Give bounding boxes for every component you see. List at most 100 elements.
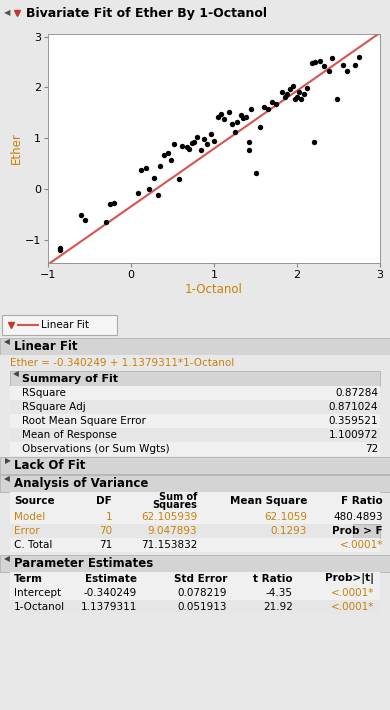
Point bbox=[301, 88, 307, 99]
Point bbox=[201, 133, 207, 145]
Point bbox=[78, 209, 84, 220]
Point bbox=[143, 162, 149, 173]
Text: <.0001*: <.0001* bbox=[331, 602, 374, 612]
Text: Prob>|t|: Prob>|t| bbox=[325, 574, 374, 584]
Point bbox=[298, 93, 304, 104]
Point bbox=[248, 103, 254, 114]
Text: 72: 72 bbox=[365, 444, 378, 454]
Text: Root Mean Square Error: Root Mean Square Error bbox=[22, 416, 146, 426]
Point bbox=[329, 53, 335, 64]
Text: -4.35: -4.35 bbox=[266, 588, 293, 598]
Point bbox=[165, 147, 171, 158]
Bar bbox=[0, 555, 390, 572]
Point bbox=[107, 199, 113, 210]
Point bbox=[82, 214, 89, 225]
Text: <.0001*: <.0001* bbox=[340, 540, 383, 550]
Text: 1: 1 bbox=[105, 512, 112, 522]
Text: Intercept: Intercept bbox=[14, 588, 61, 598]
Text: Bivariate Fit of Ether By 1-Octanol: Bivariate Fit of Ether By 1-Octanol bbox=[26, 6, 267, 19]
Text: 1-Octanol: 1-Octanol bbox=[14, 602, 65, 612]
Text: Error: Error bbox=[14, 526, 40, 536]
Point bbox=[257, 121, 263, 133]
Point bbox=[176, 173, 182, 185]
Text: Prob > F: Prob > F bbox=[332, 526, 383, 536]
Bar bbox=[10, 428, 380, 442]
Text: Squares: Squares bbox=[152, 500, 197, 510]
Point bbox=[273, 98, 279, 109]
Point bbox=[282, 91, 288, 102]
Text: 0.359521: 0.359521 bbox=[328, 416, 378, 426]
Text: Std Error: Std Error bbox=[174, 574, 227, 584]
Text: 71.153832: 71.153832 bbox=[141, 540, 197, 550]
Point bbox=[188, 138, 195, 149]
Point bbox=[292, 93, 298, 104]
Point bbox=[138, 164, 144, 175]
Point bbox=[334, 93, 340, 104]
Text: t Ratio: t Ratio bbox=[254, 574, 293, 584]
Point bbox=[246, 144, 252, 155]
Point bbox=[215, 111, 221, 123]
Text: 62.1059: 62.1059 bbox=[264, 512, 307, 522]
Bar bbox=[10, 600, 380, 614]
Point bbox=[261, 101, 267, 112]
Text: ◀: ◀ bbox=[4, 337, 10, 346]
Text: 1.1379311: 1.1379311 bbox=[81, 602, 137, 612]
Point bbox=[229, 119, 236, 130]
Point bbox=[340, 59, 346, 70]
Bar bbox=[10, 572, 380, 586]
Point bbox=[204, 138, 211, 150]
Text: 0.078219: 0.078219 bbox=[177, 588, 227, 598]
Point bbox=[207, 129, 214, 140]
Text: Parameter Estimates: Parameter Estimates bbox=[14, 557, 153, 570]
Text: Analysis of Variance: Analysis of Variance bbox=[14, 477, 148, 490]
Point bbox=[321, 60, 327, 72]
Bar bbox=[10, 442, 380, 456]
Point bbox=[226, 106, 232, 118]
Bar bbox=[10, 400, 380, 414]
Bar bbox=[10, 414, 380, 428]
Point bbox=[240, 112, 246, 124]
Bar bbox=[0, 355, 390, 371]
Text: 21.92: 21.92 bbox=[263, 602, 293, 612]
Point bbox=[232, 126, 238, 138]
Point bbox=[287, 83, 294, 94]
Point bbox=[57, 242, 64, 253]
Point bbox=[186, 143, 192, 154]
Point bbox=[312, 56, 318, 67]
Text: Estimate: Estimate bbox=[85, 574, 137, 584]
Text: Sum of: Sum of bbox=[159, 492, 197, 502]
Bar bbox=[10, 538, 380, 552]
Point bbox=[325, 65, 332, 77]
Text: 71: 71 bbox=[99, 540, 112, 550]
Point bbox=[243, 111, 249, 123]
Text: -0.340249: -0.340249 bbox=[84, 588, 137, 598]
Text: Source: Source bbox=[14, 496, 55, 506]
Point bbox=[310, 137, 317, 148]
Text: Ether = -0.340249 + 1.1379311*1-Octanol: Ether = -0.340249 + 1.1379311*1-Octanol bbox=[10, 358, 234, 368]
X-axis label: 1-Octanol: 1-Octanol bbox=[185, 283, 243, 296]
Point bbox=[194, 131, 200, 143]
Bar bbox=[10, 386, 380, 400]
Text: C. Total: C. Total bbox=[14, 540, 52, 550]
Text: ◀: ◀ bbox=[4, 555, 10, 564]
Point bbox=[103, 217, 109, 228]
Point bbox=[111, 198, 117, 209]
Text: Mean Square: Mean Square bbox=[230, 496, 307, 506]
Bar bbox=[0, 338, 390, 355]
Y-axis label: Ether: Ether bbox=[10, 133, 23, 165]
Bar bbox=[10, 586, 380, 600]
Point bbox=[157, 160, 163, 172]
Point bbox=[57, 245, 64, 256]
Point bbox=[246, 137, 252, 148]
Point bbox=[218, 109, 224, 120]
Point bbox=[265, 103, 271, 114]
Point bbox=[234, 116, 240, 128]
Point bbox=[279, 86, 285, 97]
Point bbox=[154, 190, 161, 201]
Text: Model: Model bbox=[14, 512, 45, 522]
Bar bbox=[0, 475, 390, 492]
Point bbox=[191, 137, 197, 148]
Text: Mean of Response: Mean of Response bbox=[22, 430, 117, 440]
Point bbox=[344, 65, 350, 77]
Text: RSquare: RSquare bbox=[22, 388, 66, 398]
